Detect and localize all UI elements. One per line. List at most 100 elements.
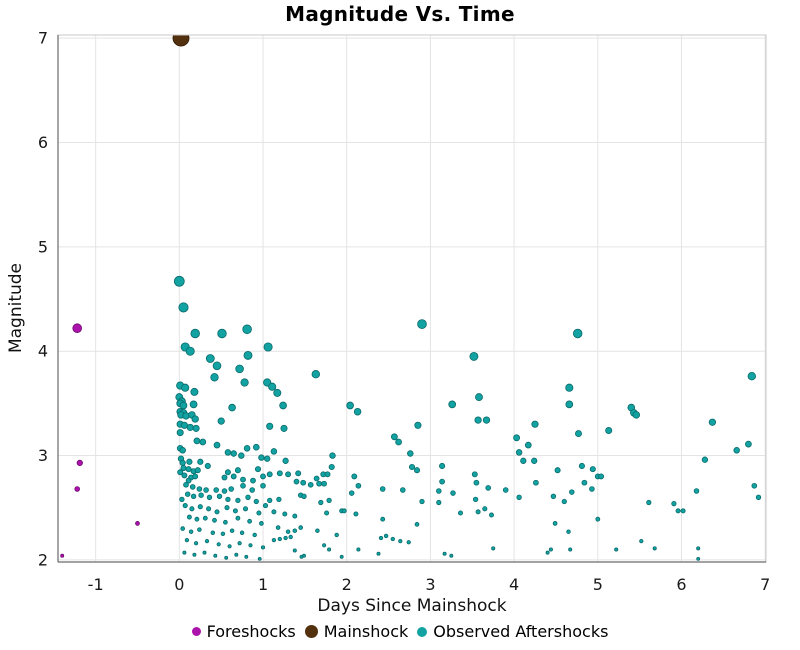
data-point: [474, 416, 482, 424]
x-tick-label: 4: [509, 575, 519, 594]
data-point: [390, 433, 398, 441]
data-point: [316, 480, 322, 487]
data-point: [581, 479, 588, 486]
data-point: [253, 498, 259, 505]
data-point: [569, 489, 575, 495]
data-point: [185, 346, 195, 356]
data-point: [285, 529, 291, 534]
data-point: [595, 516, 601, 522]
data-point: [299, 554, 304, 559]
data-point: [252, 443, 260, 451]
data-point: [321, 480, 327, 487]
data-point: [348, 490, 355, 496]
data-point: [235, 515, 241, 521]
data-point: [307, 481, 314, 488]
data-point: [234, 467, 241, 474]
data-point: [322, 543, 327, 548]
data-point: [313, 475, 320, 482]
data-point: [326, 497, 332, 504]
data-point: [190, 328, 200, 339]
data-point: [182, 503, 188, 509]
data-point: [247, 518, 252, 524]
data-point: [230, 473, 237, 480]
data-point: [292, 528, 298, 533]
data-point: [72, 323, 82, 333]
legend-item-observed-aftershocks: Observed Aftershocks: [417, 622, 608, 641]
legend-marker-icon: [417, 626, 428, 637]
data-point: [293, 478, 300, 485]
legend-label: Observed Aftershocks: [433, 622, 609, 641]
data-point: [176, 429, 184, 437]
series-observed-aftershocks: [173, 275, 762, 561]
y-axis-title: Magnitude: [6, 262, 26, 354]
data-point: [230, 450, 237, 457]
y-tick-label: 2: [38, 550, 48, 569]
data-point: [192, 473, 199, 480]
data-point: [515, 449, 523, 456]
data-point: [202, 550, 207, 555]
data-point: [406, 540, 411, 545]
data-point: [179, 401, 188, 410]
legend-marker-icon: [191, 627, 201, 636]
data-point: [214, 509, 220, 515]
data-point: [696, 546, 701, 551]
data-point: [266, 422, 274, 430]
data-point: [485, 485, 492, 491]
data-point: [180, 421, 188, 429]
data-point: [179, 447, 186, 454]
data-point: [197, 458, 204, 465]
data-point: [186, 423, 194, 431]
series-mainshock: [172, 35, 190, 47]
data-point: [268, 382, 277, 391]
data-point: [745, 440, 752, 448]
data-point: [186, 514, 192, 520]
data-point: [513, 434, 521, 442]
data-point: [545, 550, 550, 555]
data-point: [751, 482, 758, 489]
data-point: [185, 477, 192, 484]
data-point: [295, 470, 302, 477]
chart-title: Magnitude Vs. Time: [285, 2, 515, 26]
data-point: [193, 437, 201, 445]
legend-item-mainshock: Mainshock: [304, 622, 409, 641]
data-points-layer: [60, 35, 762, 561]
data-point: [442, 551, 447, 556]
data-point: [565, 383, 574, 392]
data-point: [516, 494, 522, 500]
data-point: [328, 463, 335, 471]
data-point: [250, 477, 256, 484]
legend-label: Mainshock: [323, 622, 409, 641]
data-point: [565, 400, 574, 409]
data-point: [244, 554, 249, 559]
data-point: [228, 486, 234, 492]
data-point: [531, 457, 538, 464]
data-point: [473, 479, 480, 486]
legend-label: Foreshocks: [206, 622, 296, 641]
data-point: [288, 534, 293, 540]
data-point: [238, 452, 245, 459]
data-point: [172, 35, 190, 47]
data-point: [755, 494, 762, 500]
x-tick-label: 0: [174, 575, 184, 594]
data-point: [248, 543, 253, 548]
data-point: [356, 547, 361, 552]
data-point: [383, 533, 389, 539]
data-point: [605, 426, 613, 435]
data-point: [60, 553, 65, 558]
data-point: [469, 351, 479, 361]
data-point: [701, 456, 709, 463]
data-point: [204, 462, 211, 470]
data-point: [353, 511, 359, 517]
data-point: [267, 497, 273, 504]
data-point: [413, 467, 421, 474]
data-point: [575, 430, 582, 438]
data-point: [407, 450, 414, 457]
data-point: [216, 542, 221, 547]
data-point: [324, 510, 330, 516]
data-point: [224, 449, 232, 456]
data-point: [74, 486, 80, 492]
x-axis-title: Days Since Mainshock: [317, 596, 507, 616]
data-point: [213, 487, 219, 493]
data-point: [379, 486, 386, 492]
data-point: [491, 546, 496, 551]
